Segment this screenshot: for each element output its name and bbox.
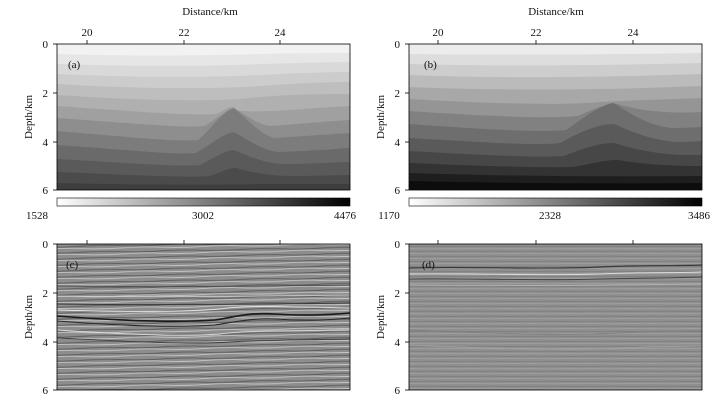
panel-a-x-ticks: 20 22 24 (82, 27, 287, 44)
panel-a-ylabel: Depth/km (23, 95, 35, 139)
y-tick-label: 2 (43, 288, 49, 300)
panel-d-seismic-image (409, 244, 702, 390)
panel-b-xlabel: Distance/km (528, 6, 584, 18)
panel-b: Distance/km 20 22 24 Depth/km 0 2 4 6 (375, 6, 711, 222)
y-tick-label: 2 (43, 88, 49, 100)
panel-b-colorbar: 1170 2328 3486 (378, 197, 711, 222)
colorbar-tick-label: 3002 (192, 210, 214, 222)
panel-a-label: (a) (68, 59, 81, 71)
panel-a-velocity-image (57, 44, 350, 190)
panel-d-ylabel: Depth/km (375, 295, 387, 339)
panel-c-label: (c) (66, 259, 79, 271)
panel-a-colorbar: 1528 3002 4476 (26, 197, 357, 222)
y-tick-label: 2 (395, 88, 401, 100)
panel-b-velocity-image (409, 44, 702, 190)
y-tick-label: 0 (43, 39, 49, 51)
colorbar-tick-label: 2328 (539, 210, 562, 222)
y-tick-label: 6 (43, 385, 49, 397)
panel-c-seismic-image (57, 244, 350, 390)
panel-c: 20 22 24 Depth/km 0 2 4 6 (c) (23, 239, 351, 397)
y-tick-label: 6 (43, 185, 49, 197)
x-tick-label: 20 (82, 27, 94, 39)
y-tick-label: 4 (43, 337, 49, 349)
y-tick-label: 4 (395, 337, 401, 349)
colorbar-tick-label: 1528 (26, 210, 49, 222)
panel-a-y-ticks: 0 2 4 6 (43, 39, 57, 197)
panel-d-label: (d) (422, 259, 435, 271)
y-tick-label: 6 (395, 385, 401, 397)
y-tick-label: 0 (43, 239, 49, 251)
panel-b-y-ticks: 0 2 4 6 (395, 39, 409, 197)
x-tick-label: 24 (628, 27, 640, 39)
panel-c-ylabel: Depth/km (23, 295, 35, 339)
panel-a-xlabel: Distance/km (182, 6, 238, 18)
panel-d-y-ticks: 0 2 4 6 (395, 239, 409, 397)
colorbar-tick-label: 1170 (378, 210, 400, 222)
x-tick-label: 24 (275, 27, 287, 39)
panel-b-label: (b) (424, 59, 437, 71)
y-tick-label: 0 (395, 239, 401, 251)
colorbar-tick-label: 4476 (334, 210, 357, 222)
colorbar-tick-label: 3486 (688, 210, 711, 222)
panel-c-y-ticks: 0 2 4 6 (43, 239, 57, 397)
y-tick-label: 2 (395, 288, 401, 300)
panel-a: Distance/km 20 22 24 Depth/km 0 2 4 6 (23, 6, 357, 222)
y-tick-label: 6 (395, 185, 401, 197)
x-tick-label: 22 (531, 27, 542, 39)
y-tick-label: 0 (395, 39, 401, 51)
y-tick-label: 4 (395, 137, 401, 149)
x-tick-label: 22 (179, 27, 190, 39)
panel-b-ylabel: Depth/km (375, 95, 387, 139)
panel-b-x-ticks: 20 22 24 (433, 27, 640, 44)
y-tick-label: 4 (43, 137, 49, 149)
x-tick-label: 20 (433, 27, 445, 39)
panel-d: 20 22 24 Depth/km 0 2 4 6 (d) (375, 239, 703, 397)
